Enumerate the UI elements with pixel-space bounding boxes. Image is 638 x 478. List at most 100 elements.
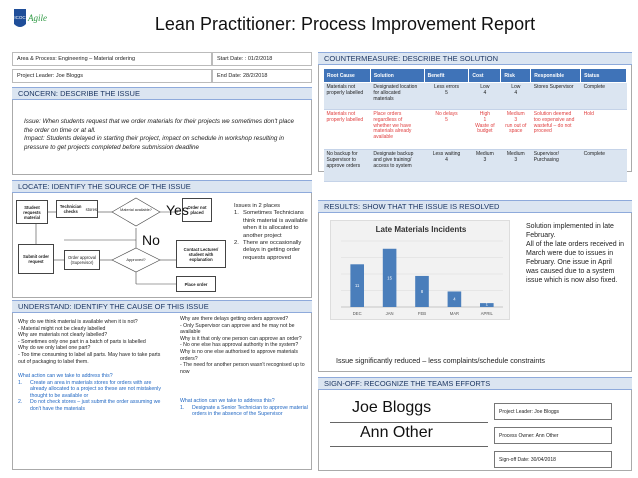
table-cell: Materials not properly labelled xyxy=(323,109,371,150)
chart-data-label: 15 xyxy=(387,275,392,280)
area-process-cell: Area & Process: Engineering – Material o… xyxy=(12,52,212,66)
action-right: What action can we take to address this?… xyxy=(180,398,308,418)
table-cell: Medium 3 xyxy=(500,149,531,182)
place-order-box: Place order xyxy=(176,276,216,292)
table-cell: Materials not properly labelled xyxy=(323,82,371,110)
issue-text: There are occasionally delays in getting… xyxy=(243,240,302,261)
countermeasure-table-wrap: Root Cause Solution Benefit Cost Risk Re… xyxy=(323,68,627,182)
concern-heading: CONCERN: DESCRIBE THE ISSUE xyxy=(12,87,312,100)
cause-analysis-right: Why are there delays getting orders appr… xyxy=(180,316,305,375)
logo-text: Agile xyxy=(27,13,47,23)
column-header: Benefit xyxy=(423,68,470,83)
chart-data-label: 4 xyxy=(453,297,456,302)
table-cell: Solution deemed too expensive and wastef… xyxy=(530,109,581,150)
chart-data-label: 11 xyxy=(355,283,360,288)
table-header-row: Root Cause Solution Benefit Cost Risk Re… xyxy=(323,68,627,83)
chart-data-label: 8 xyxy=(421,289,424,294)
table-cell: Medium 3 run out of space xyxy=(500,109,531,150)
action-text: Create an area in materials stores for o… xyxy=(30,379,161,399)
action-text: Designate a Senior Technician to approve… xyxy=(192,404,308,418)
chart-tick-label: FEB xyxy=(418,311,426,316)
yes-label: Yes xyxy=(166,202,189,218)
table-row: Materials not properly labelled Place or… xyxy=(323,109,627,150)
order-approval-box: Order approval (Supervisor) xyxy=(64,250,100,270)
table-cell: Complete xyxy=(580,82,627,110)
signoff-leader-box: Project Leader: Joe Bloggs xyxy=(494,403,612,420)
signoff-heading: SIGN-OFF: RECOGNIZE THE TEAMS EFFORTS xyxy=(318,377,632,390)
late-materials-chart: Late Materials Incidents 11 DEC 15 JAN 8 FEB 4 M… xyxy=(330,220,510,320)
table-cell: No backup for Supervisor to approve orde… xyxy=(323,149,371,182)
table-cell: Designate backup and give training/ acce… xyxy=(370,149,425,182)
action-left: What action can we take to address this?… xyxy=(18,373,166,413)
project-leader-cell: Project Leader: Joe Bloggs xyxy=(12,69,212,83)
results-summary: Issue significantly reduced – less compl… xyxy=(336,356,545,365)
signoff-date-box: Sign-off Date: 30/04/2018 xyxy=(494,451,612,468)
results-note: Solution implemented in late February. A… xyxy=(526,223,625,284)
column-header: Risk xyxy=(500,68,532,83)
logo-badge: ICOC xyxy=(14,15,26,20)
signature-line xyxy=(330,446,488,447)
concern-text: Issue: When students request that we ord… xyxy=(24,118,294,151)
student-request-box: Student requests material xyxy=(16,200,48,224)
column-header: Root Cause xyxy=(323,68,371,83)
table-cell: Less waiting 4 xyxy=(424,149,469,182)
table-cell: No delays 5 xyxy=(424,109,469,150)
approved-question: Approved? xyxy=(126,257,146,262)
issue-item: 1. Sometimes Technicians think material i… xyxy=(234,210,310,240)
contact-lecturer-box: Contact Lecturer/ student with explanati… xyxy=(176,240,226,268)
column-header: Responsible xyxy=(530,68,582,83)
chart-bar xyxy=(350,264,365,307)
countermeasure-table: Root Cause Solution Benefit Cost Risk Re… xyxy=(323,68,627,182)
table-cell: Supervisor/ Purchasing xyxy=(530,149,581,182)
chart-title: Late Materials Incidents xyxy=(376,225,467,234)
chart-tick-label: MAR xyxy=(450,311,459,316)
material-available-question: Material available? xyxy=(120,208,152,212)
column-header: Status xyxy=(580,68,627,83)
table-cell: Less errors 5 xyxy=(424,82,469,110)
chart-data-label: 1 xyxy=(486,302,489,307)
table-cell: Medium 3 xyxy=(468,149,501,182)
no-label: No xyxy=(142,232,160,248)
issue-item: 2. There are occasionally delays in getti… xyxy=(234,240,310,262)
issues-intro: Issues in 2 places xyxy=(234,203,281,209)
stores-label: stores xyxy=(85,206,97,212)
table-cell: Stores Supervisor xyxy=(530,82,581,110)
action-item: 1. Designate a Senior Technician to appro… xyxy=(180,404,308,418)
end-date-cell: End Date: 28/2/2018 xyxy=(212,69,312,83)
action-title-left: What action can we take to address this? xyxy=(18,373,113,379)
column-header: Solution xyxy=(369,68,425,83)
results-heading: RESULTS: SHOW THAT THE ISSUE IS RESOLVED xyxy=(318,200,632,213)
chart-bar xyxy=(447,291,462,307)
signature-ann-other: Ann Other xyxy=(360,424,433,441)
table-cell: Complete xyxy=(580,149,627,182)
chart-bar xyxy=(479,303,494,307)
table-cell: Low 4 xyxy=(468,82,501,110)
chart-bar xyxy=(415,275,429,307)
signature-line xyxy=(330,422,488,423)
understand-heading: UNDERSTAND: IDENTIFY THE CAUSE OF THIS I… xyxy=(12,300,312,313)
order-not-placed-box: Order not placed xyxy=(182,198,212,222)
table-row: No backup for Supervisor to approve orde… xyxy=(323,149,627,182)
decision-approved xyxy=(111,247,161,273)
chart-tick-label: APRIL xyxy=(481,311,494,316)
action-title-right: What action can we take to address this? xyxy=(180,398,275,404)
table-row: Materials not properly labelled Designat… xyxy=(323,82,627,110)
submit-order-box: Submit order request xyxy=(18,244,54,274)
start-date-cell: Start Date: : 01/2/2018 xyxy=(212,52,312,66)
table-cell: Place orders regardless of whether we ha… xyxy=(370,109,425,150)
chart-canvas: Late Materials Incidents 11 DEC 15 JAN 8 FEB 4 M… xyxy=(341,225,503,316)
table-cell: Designated location for allocated materi… xyxy=(370,82,425,110)
process-flow-diagram: Student requests material Technician che… xyxy=(14,194,229,296)
issues-list: Issues in 2 places 1. Sometimes Technicia… xyxy=(234,203,310,262)
action-item: 1. Create an area in materials stores for… xyxy=(18,380,166,400)
action-item: 2. Do not check stores – just submit the … xyxy=(18,399,166,412)
table-cell: High 1 Waste of budget xyxy=(468,109,501,150)
countermeasure-heading: COUNTERMEASURE: DESCRIBE THE SOLUTION xyxy=(318,52,632,65)
chart-tick-label: DEC xyxy=(353,311,362,316)
signature-joe-bloggs: Joe Bloggs xyxy=(352,399,432,416)
table-cell: Low 4 xyxy=(500,82,531,110)
technician-check-box: Technician checks stores xyxy=(56,200,98,218)
signoff-owner-box: Process Owner: Ann Other xyxy=(494,427,612,444)
technician-label: Technician checks xyxy=(59,204,82,214)
issue-text: Sometimes Technicians think material is … xyxy=(243,210,308,239)
